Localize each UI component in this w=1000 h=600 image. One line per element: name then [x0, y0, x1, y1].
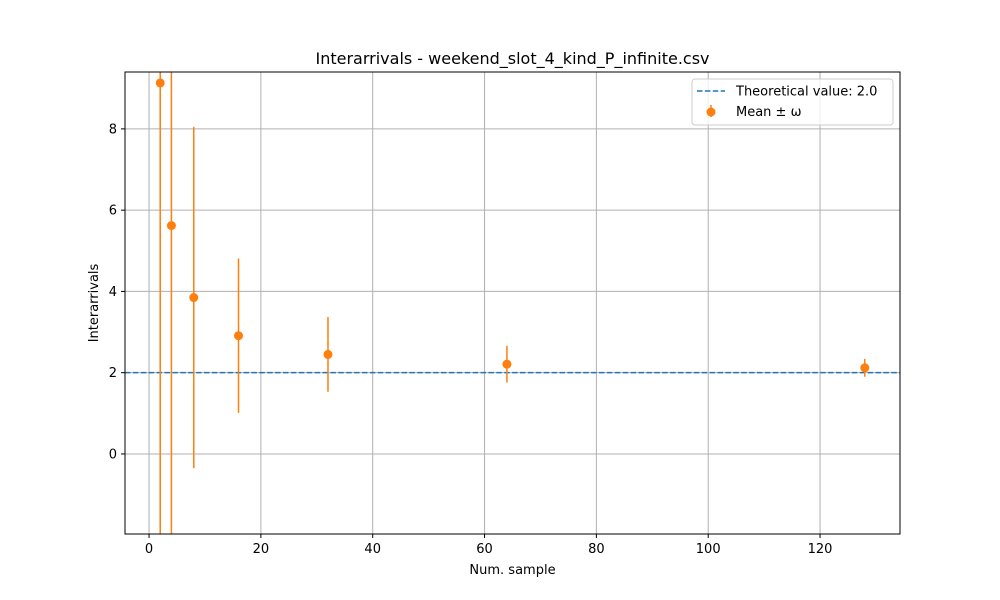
legend-label-series: Mean ± ω [736, 105, 801, 120]
y-tick-label: 8 [109, 122, 117, 137]
legend-label-reference-line: Theoretical value: 2.0 [735, 85, 877, 100]
x-tick-label: 40 [364, 542, 381, 557]
x-tick-label: 20 [253, 542, 270, 557]
data-point [323, 349, 333, 359]
x-tick-label: 0 [145, 542, 153, 557]
legend-box [691, 78, 894, 126]
data-point [166, 221, 176, 231]
y-tick-label: 2 [109, 366, 117, 381]
x-tick-label: 80 [588, 542, 605, 557]
x-axis-label: Num. sample [469, 563, 555, 578]
data-point [234, 331, 244, 341]
chart-title: Interarrivals - weekend_slot_4_kind_P_in… [315, 49, 709, 69]
data-point [502, 359, 512, 369]
y-tick-label: 6 [109, 204, 117, 219]
x-tick-label: 120 [808, 542, 833, 557]
data-point [860, 363, 870, 373]
data-layer [155, 72, 870, 534]
data-point [189, 293, 199, 303]
x-tick-label: 60 [476, 542, 493, 557]
legend: Theoretical value: 2.0 Mean ± ω [691, 78, 894, 126]
ticks: 0 20 40 60 80 100 120 0 2 4 6 8 [109, 122, 833, 557]
legend-marker-point [706, 107, 716, 117]
y-axis-label: Interarrivals [87, 263, 102, 342]
data-point [155, 78, 165, 88]
plot-area [125, 72, 900, 534]
plot-frame [124, 71, 901, 535]
y-tick-label: 4 [109, 285, 117, 300]
x-tick-label: 100 [696, 542, 721, 557]
y-tick-label: 0 [109, 447, 117, 462]
